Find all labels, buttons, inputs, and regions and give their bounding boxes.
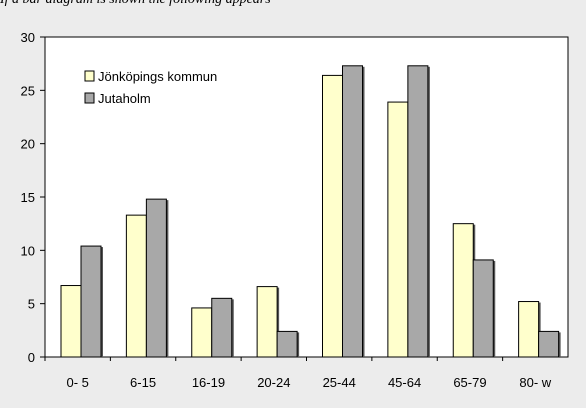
x-tick-label: 20-24 <box>257 375 290 390</box>
bar-jutaholm <box>342 65 363 358</box>
bar-jutaholm <box>80 245 102 358</box>
bar-jonkoping <box>387 101 409 358</box>
legend-label: Jönköpings kommun <box>98 69 217 84</box>
bar-jonkoping <box>125 214 147 358</box>
x-tick-label: 80- w <box>519 375 551 390</box>
bar-jutaholm <box>145 198 167 358</box>
legend-swatch <box>84 70 95 82</box>
bar-jutaholm <box>472 259 494 358</box>
y-tick-label: 15 <box>21 190 35 205</box>
bar-jutaholm <box>407 65 429 358</box>
bars-group <box>60 65 561 358</box>
y-tick-label: 25 <box>21 83 35 98</box>
x-axis: 0- 5 6-15 16-19 20-24 25-44 45-64 65-79 80- w <box>44 357 552 390</box>
legend-swatch <box>84 92 95 104</box>
y-tick-label: 0 <box>28 350 35 365</box>
x-tick-label: 45-64 <box>388 375 421 390</box>
bar-jutaholm <box>276 330 298 358</box>
legend-box <box>80 65 250 117</box>
bar-jonkoping <box>322 74 343 358</box>
y-tick-label: 10 <box>21 243 35 258</box>
y-axis: 0 5 10 15 20 25 30 <box>21 30 45 365</box>
bar-jonkoping <box>191 307 213 358</box>
y-tick-label: 5 <box>28 297 35 312</box>
y-tick-label: 20 <box>21 137 35 152</box>
x-tick-label: 16-19 <box>192 375 225 390</box>
x-tick-label: 65-79 <box>453 375 486 390</box>
bar-jonkoping <box>518 301 540 358</box>
x-tick-label: 6-15 <box>130 375 156 390</box>
x-tick-label: 0- 5 <box>66 375 88 390</box>
bar-jonkoping <box>452 223 474 358</box>
x-tick-label: 25-44 <box>323 375 356 390</box>
bar-jonkoping <box>60 285 82 358</box>
bar-jutaholm <box>211 297 233 358</box>
legend-label: Jutaholm <box>98 91 151 106</box>
bar-jutaholm <box>538 330 560 358</box>
bar-jonkoping <box>256 286 278 358</box>
chart-caption: If a bar diagram is shown the following … <box>0 0 586 8</box>
legend: Jönköpings kommun Jutaholm <box>80 65 250 117</box>
y-tick-label: 30 <box>21 30 35 45</box>
